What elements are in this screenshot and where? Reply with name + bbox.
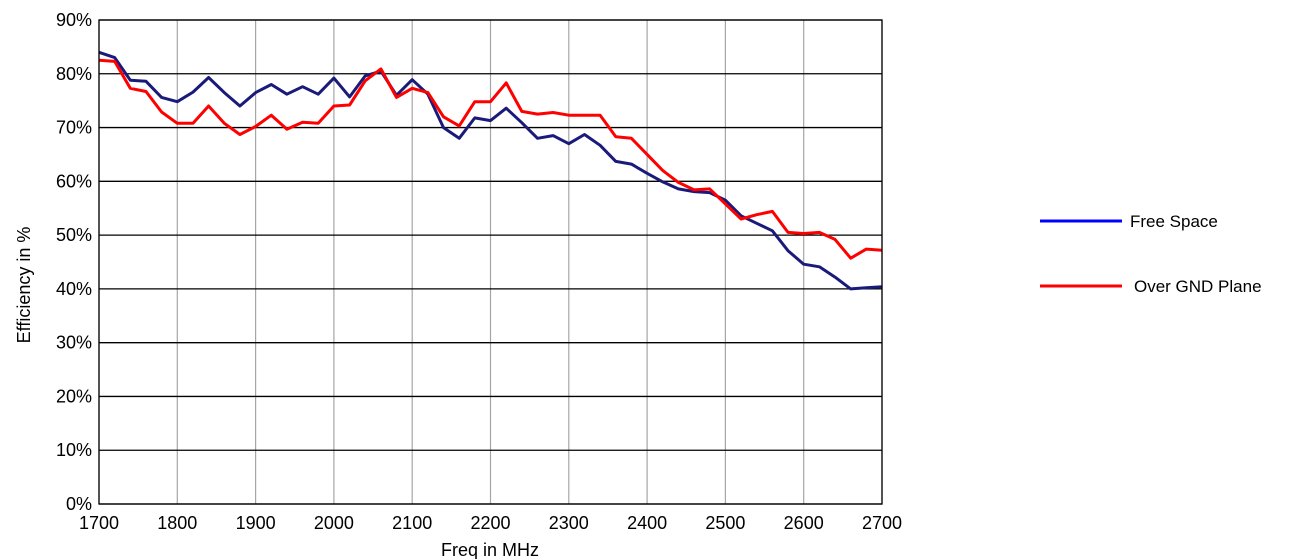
y-tick-label: 10% [56,440,92,460]
y-tick-label: 50% [56,225,92,245]
x-tick-label: 1900 [236,513,276,533]
x-tick-label: 2500 [705,513,745,533]
legend-label: Free Space [1130,212,1218,231]
y-tick-label: 0% [66,494,92,514]
y-tick-label: 70% [56,118,92,138]
legend: Free Space Over GND Plane [1040,212,1262,296]
y-axis-ticks: 0% 10% 20% 30% 40% 50% 60% 70% 80% 90% [56,10,92,514]
x-tick-label: 2300 [549,513,589,533]
y-tick-label: 30% [56,333,92,353]
y-tick-label: 40% [56,279,92,299]
y-tick-label: 20% [56,386,92,406]
x-tick-label: 2700 [862,513,902,533]
x-tick-label: 2600 [784,513,824,533]
x-tick-label: 2400 [627,513,667,533]
x-axis-title: Freq in MHz [441,540,539,559]
x-tick-label: 2000 [314,513,354,533]
x-tick-label: 1700 [79,513,119,533]
y-tick-label: 80% [56,64,92,84]
x-axis-ticks: 1700 1800 1900 2000 2100 2200 2300 2400 2500 2600… [79,513,902,533]
y-axis-title: Efficiency in % [14,227,34,344]
x-tick-label: 2200 [470,513,510,533]
y-tick-label: 60% [56,171,92,191]
grid-lines [99,20,882,504]
y-tick-label: 90% [56,10,92,30]
x-tick-label: 2100 [392,513,432,533]
x-tick-label: 1800 [157,513,197,533]
legend-label: Over GND Plane [1134,277,1262,296]
